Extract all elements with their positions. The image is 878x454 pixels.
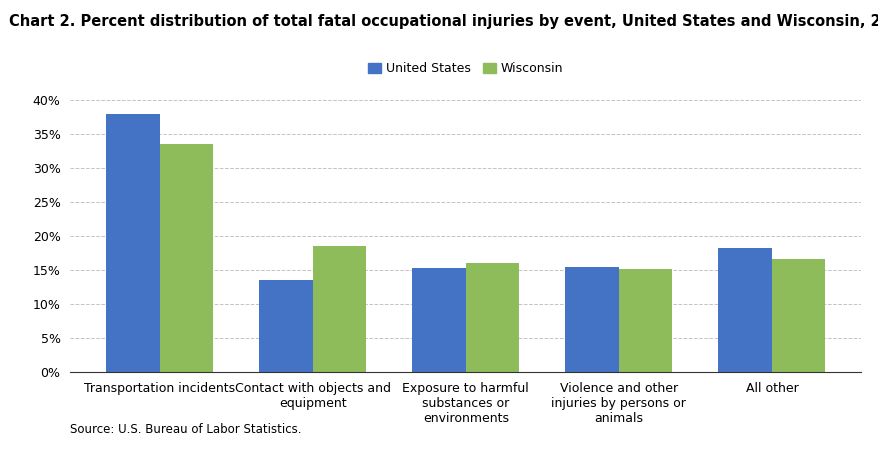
Bar: [717, 247, 771, 372]
Bar: [160, 144, 213, 372]
Text: Chart 2. Percent distribution of total fatal occupational injuries by event, Uni: Chart 2. Percent distribution of total f…: [9, 14, 878, 29]
Bar: [412, 268, 465, 372]
Bar: [565, 267, 618, 372]
Legend: United States, Wisconsin: United States, Wisconsin: [363, 57, 568, 80]
Bar: [259, 281, 313, 372]
Bar: [771, 258, 824, 372]
Bar: [106, 114, 160, 372]
Text: Source: U.S. Bureau of Labor Statistics.: Source: U.S. Bureau of Labor Statistics.: [70, 423, 301, 436]
Bar: [618, 269, 672, 372]
Bar: [313, 246, 366, 372]
Bar: [465, 263, 519, 372]
